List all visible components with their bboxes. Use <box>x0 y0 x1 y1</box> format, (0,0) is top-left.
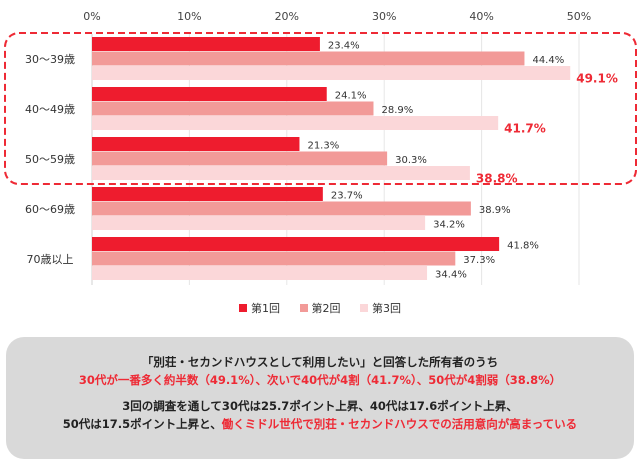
highlight-box <box>4 32 637 185</box>
x-tick-label: 0% <box>83 10 100 23</box>
data-label: 44.4% <box>532 55 564 66</box>
bar <box>92 37 320 51</box>
legend: 第1回 第2回 第3回 <box>0 300 640 316</box>
category-label: 30〜39歳 <box>25 53 75 66</box>
data-label: 30.3% <box>395 155 427 166</box>
summary-line-4a: 50代は17.5ポイント上昇と、 <box>62 417 222 431</box>
bar <box>92 151 388 166</box>
x-tick-label: 30% <box>372 10 396 23</box>
summary-box: 「別荘・セカンドハウスとして利用したい」と回答した所有者のうち 30代が一番多く… <box>6 337 634 459</box>
bar <box>92 66 571 80</box>
data-label: 34.2% <box>433 219 465 230</box>
legend-item-3: 第3回 <box>360 300 401 316</box>
bar <box>92 137 300 151</box>
data-label: 23.7% <box>331 190 363 201</box>
data-label: 38.9% <box>479 205 511 216</box>
bar <box>92 187 323 201</box>
data-label: 37.3% <box>463 255 495 266</box>
x-tick-label: 20% <box>275 10 299 23</box>
summary-line-2: 30代が一番多く約半数（49.1%）、次いで40代が4割（41.7%）、50代が… <box>78 373 562 387</box>
summary-line-4b: 働くミドル世代で別荘・セカンドハウスでの活用意向が高まっている <box>221 417 578 431</box>
summary-line-3: 3回の調査を通して30代は25.7ポイント上昇、40代は17.6ポイント上昇、 <box>122 399 518 413</box>
bar <box>92 216 426 230</box>
x-tick-label: 50% <box>567 10 591 23</box>
data-label: 21.3% <box>307 140 339 151</box>
summary-line-1: 「別荘・セカンドハウスとして利用したい」と回答した所有者のうち <box>141 355 499 369</box>
data-label: 28.9% <box>381 105 413 116</box>
bar <box>92 51 525 66</box>
summary-line-4: 50代は17.5ポイント上昇と、働くミドル世代で別荘・セカンドハウスでの活用意向… <box>6 415 634 433</box>
bar <box>92 87 327 101</box>
legend-label: 第2回 <box>311 302 341 315</box>
data-label: 41.8% <box>507 240 539 251</box>
bar <box>92 101 374 116</box>
legend-label: 第1回 <box>251 302 280 315</box>
x-tick-label: 40% <box>469 10 493 23</box>
data-label: 41.7% <box>504 121 546 135</box>
data-label: 24.1% <box>335 90 367 101</box>
bar <box>92 237 500 251</box>
category-label: 70歳以上 <box>27 253 74 266</box>
legend-item-2: 第2回 <box>299 300 341 316</box>
bar <box>92 201 471 216</box>
data-label: 23.4% <box>328 40 360 51</box>
category-label: 60〜69歳 <box>25 203 75 216</box>
bar <box>92 166 470 180</box>
legend-item-1: 第1回 <box>239 300 280 316</box>
category-label: 50〜59歳 <box>25 153 75 166</box>
x-tick-label: 10% <box>177 10 201 23</box>
data-label: 49.1% <box>576 71 618 85</box>
category-label: 40〜49歳 <box>25 103 75 116</box>
bar <box>92 116 499 130</box>
bar <box>92 251 456 266</box>
legend-label: 第3回 <box>372 302 401 315</box>
data-label: 34.4% <box>435 269 467 280</box>
bar <box>92 266 428 280</box>
data-label: 38.8% <box>476 171 518 185</box>
bar-chart: 0% 10% 20% 30% 40% 50% 30〜39歳 23.4% 44.4% 49.1% 40… <box>4 10 637 285</box>
